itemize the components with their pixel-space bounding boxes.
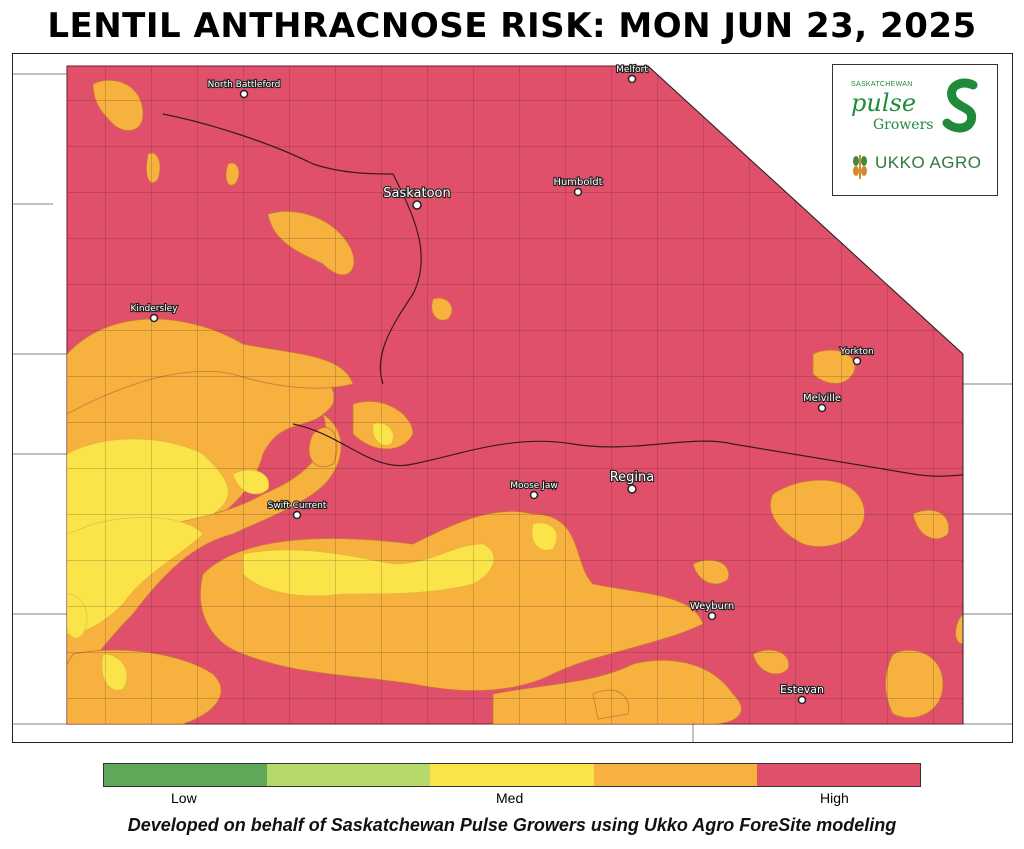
- city-swift-current: Swift Current: [267, 500, 328, 520]
- city-estevan: Estevan: [779, 682, 825, 705]
- legend-label-med: Med: [496, 790, 524, 806]
- city-saskatoon: Saskatoon: [382, 185, 452, 210]
- spg-logo-sub: Growers: [873, 117, 934, 133]
- legend-label-high: High: [820, 790, 849, 806]
- svg-text:Saskatoon: Saskatoon: [383, 186, 451, 201]
- spg-s-icon: [942, 78, 978, 133]
- spg-logo-top: SASKATCHEWAN: [851, 81, 913, 88]
- city-markers: North Battleford Melfort Saskatoon Humbo…: [129, 64, 875, 705]
- legend-label-low: Low: [171, 790, 197, 806]
- svg-text:North Battleford: North Battleford: [208, 80, 281, 90]
- city-regina: Regina: [609, 469, 655, 494]
- city-kindersley: Kindersley: [129, 303, 179, 323]
- svg-text:Estevan: Estevan: [780, 683, 824, 696]
- svg-text:Swift Current: Swift Current: [268, 501, 327, 511]
- city-melville: Melville: [802, 392, 842, 413]
- legend-swatch-med: [430, 764, 594, 786]
- svg-text:Melfort: Melfort: [616, 65, 648, 75]
- map-canvas: North Battleford Melfort Saskatoon Humbo…: [13, 64, 1012, 742]
- city-yorkton: Yorkton: [838, 346, 875, 366]
- spg-logo-main: pulse: [851, 89, 917, 117]
- rivers: [162, 113, 963, 477]
- svg-text:Yorkton: Yorkton: [839, 347, 873, 357]
- sponsor-logos: SASKATCHEWAN pulse Growers UKKO AGRO: [832, 64, 998, 196]
- city-melfort: Melfort: [615, 64, 649, 84]
- svg-text:Kindersley: Kindersley: [130, 304, 178, 314]
- city-weyburn: Weyburn: [689, 600, 735, 621]
- svg-text:Regina: Regina: [610, 470, 655, 485]
- svg-text:Weyburn: Weyburn: [690, 601, 734, 612]
- legend-swatch-low-med: [267, 764, 431, 786]
- svg-text:Moose Jaw: Moose Jaw: [510, 481, 557, 491]
- map-title: LENTIL ANTHRACNOSE RISK: MON JUN 23, 202…: [47, 6, 977, 46]
- wheat-icon: [853, 155, 867, 179]
- ukko-agro-logo: UKKO AGRO: [875, 153, 982, 172]
- legend-swatch-high: [756, 764, 921, 786]
- legend-swatch-low: [104, 764, 268, 786]
- risk-legend: [103, 763, 921, 787]
- city-humboldt: Humboldt: [552, 176, 604, 197]
- city-moose-jaw: Moose Jaw: [509, 480, 559, 500]
- attribution-footer: Developed on behalf of Saskatchewan Puls…: [127, 815, 897, 835]
- legend-swatch-med-high: [593, 764, 757, 786]
- city-north-battleford: North Battleford: [207, 79, 281, 99]
- svg-text:Melville: Melville: [803, 393, 841, 404]
- svg-text:Humboldt: Humboldt: [553, 177, 602, 188]
